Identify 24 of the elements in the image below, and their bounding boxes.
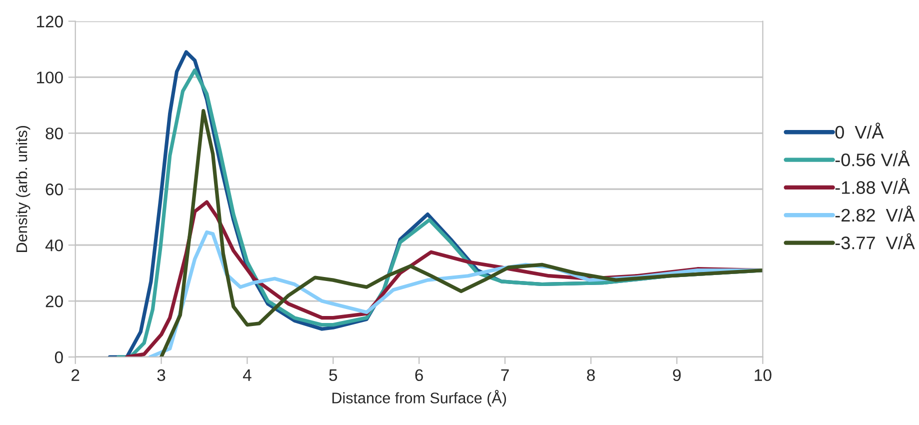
y-tick-label: 40: [45, 239, 63, 252]
y-axis-title: Density (arb. units): [16, 126, 30, 252]
y-tick-label: 0: [54, 351, 63, 364]
legend-label: 0 V/Å: [835, 122, 884, 139]
x-tick-label: 2: [72, 369, 80, 381]
y-tick-label: 60: [46, 184, 63, 196]
x-tick-label: 7: [501, 369, 509, 381]
x-tick-label: 8: [587, 369, 595, 382]
line-series: [159, 108, 763, 357]
x-tick-label: 3: [157, 369, 166, 382]
y-tick-label: 80: [46, 128, 63, 140]
x-tick-label: 4: [242, 369, 252, 381]
x-tick-label: 5: [329, 369, 338, 382]
x-tick-label: 6: [415, 369, 423, 382]
legend-label: -2.82 V/Å: [835, 206, 915, 222]
legend-label: -3.77 V/Å: [835, 233, 915, 250]
x-tick-label: 9: [672, 369, 681, 382]
x-axis-title: Distance from Surface (Å): [332, 390, 506, 406]
y-tick-label: 120: [37, 16, 63, 28]
y-tick-label: 20: [46, 295, 63, 308]
legend-label: -1.88 V/Å: [835, 178, 910, 194]
x-tick-label: 10: [754, 369, 772, 382]
y-tick-label: 100: [37, 72, 63, 84]
legend-label: -0.56 V/Å: [835, 150, 910, 166]
